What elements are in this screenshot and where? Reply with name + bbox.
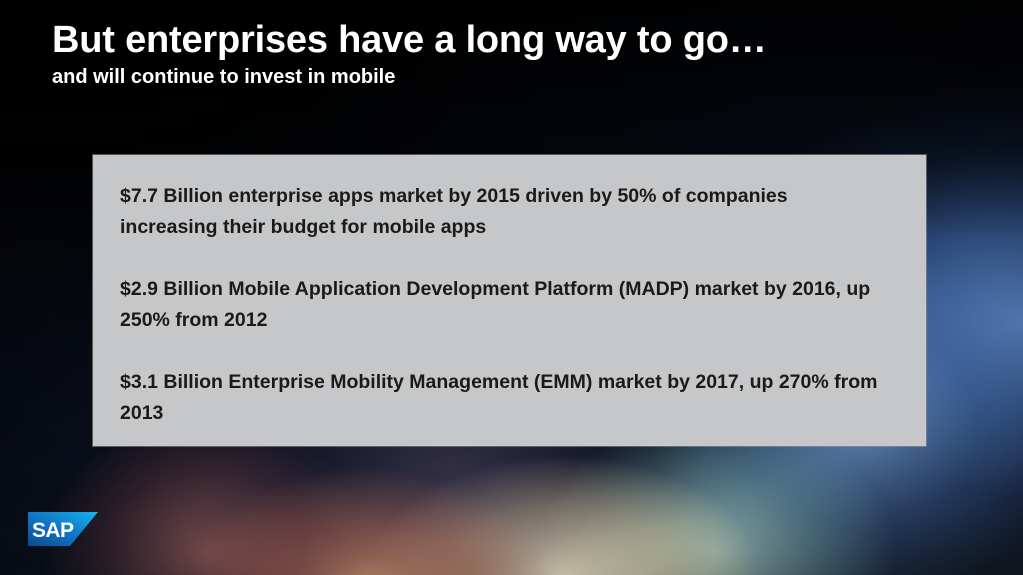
statistics-panel: $7.7 Billion enterprise apps market by 2… xyxy=(93,155,926,446)
sap-logo-text: SAP xyxy=(32,519,74,542)
stat-enterprise-apps-market: $7.7 Billion enterprise apps market by 2… xyxy=(120,185,788,238)
slide-header: But enterprises have a long way to go… a… xyxy=(52,18,767,90)
stat-madp-market: $2.9 Billion Mobile Application Developm… xyxy=(120,278,871,331)
sap-logo: SAP xyxy=(28,512,98,546)
page-subtitle: and will continue to invest in mobile xyxy=(52,66,396,88)
sap-logo-icon: SAP xyxy=(28,512,98,546)
stat-emm-market: $3.1 Billion Enterprise Mobility Managem… xyxy=(120,371,878,424)
page-title: But enterprises have a long way to go… xyxy=(52,19,767,61)
